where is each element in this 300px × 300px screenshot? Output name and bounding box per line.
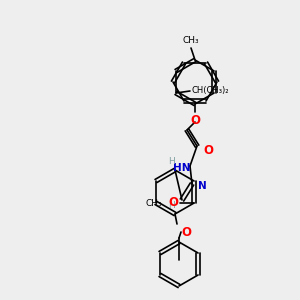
Text: H: H (168, 200, 175, 209)
Text: HN: HN (173, 163, 191, 173)
Text: CH(CH₃)₂: CH(CH₃)₂ (192, 86, 230, 95)
Text: O: O (168, 196, 178, 209)
Text: O: O (190, 114, 200, 127)
Text: N: N (198, 181, 207, 191)
Text: O: O (181, 226, 191, 239)
Text: CH₃: CH₃ (146, 199, 162, 208)
Text: CH₃: CH₃ (183, 36, 199, 45)
Text: H: H (168, 158, 175, 166)
Text: O: O (203, 143, 213, 157)
